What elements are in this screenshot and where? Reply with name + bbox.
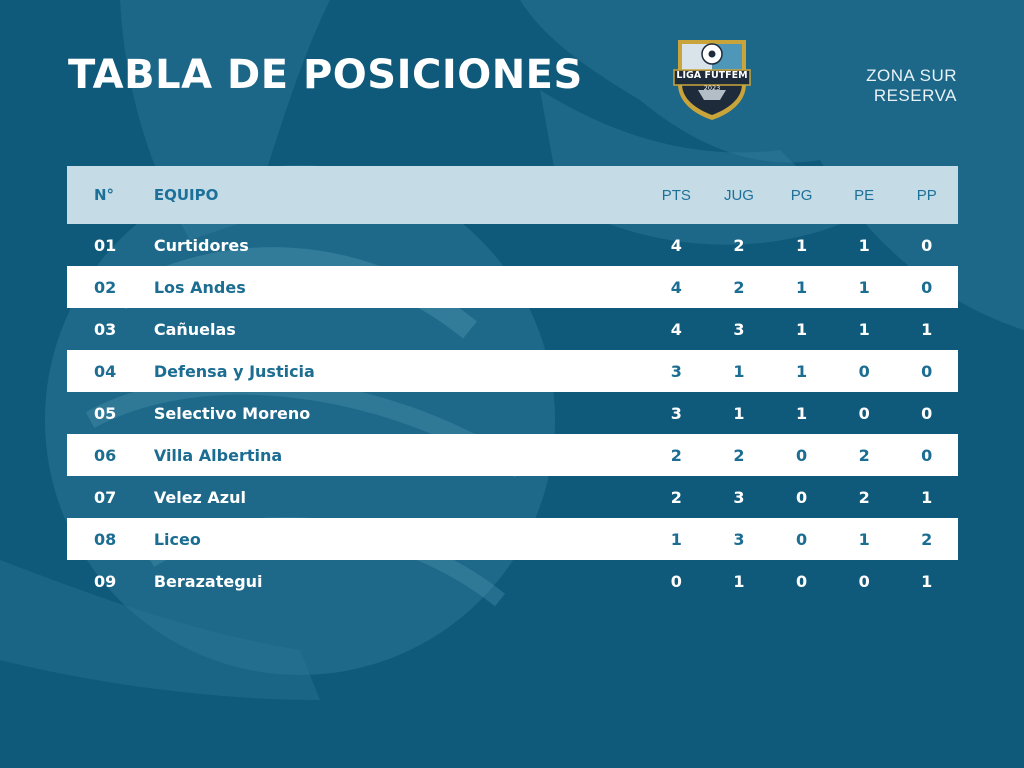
cell-team: Berazategui: [153, 571, 263, 591]
page-title: TABLA DE POSICIONES: [68, 52, 583, 98]
col-header-team: EQUIPO: [153, 186, 219, 204]
table-row: 05 Selectivo Moreno 3 1 1 0 0: [67, 392, 958, 434]
cell-pp: 0: [921, 403, 933, 423]
cell-jug: 1: [733, 571, 745, 591]
cell-pe: 2: [858, 445, 870, 465]
cell-pts: 2: [670, 445, 682, 465]
cell-team: Defensa y Justicia: [153, 361, 315, 381]
table-row: 01 Curtidores 4 2 1 1 0: [67, 224, 958, 266]
zone-label: ZONA SUR RESERVA: [757, 66, 957, 106]
cell-pp: 2: [921, 529, 933, 549]
cell-team: Velez Azul: [153, 487, 246, 507]
table-row: 07 Velez Azul 2 3 0 2 1: [67, 476, 958, 518]
standings-table: N° EQUIPO PTS JUG PG PE PP 01 Curtidores 4…: [67, 166, 958, 602]
cell-pos: 09: [94, 571, 117, 591]
cell-pg: 0: [795, 445, 808, 465]
cell-pos: 07: [94, 487, 117, 507]
col-header-pos: N°: [94, 186, 115, 204]
table-row: 04 Defensa y Justicia 3 1 1 0 0: [67, 350, 958, 392]
cell-pe: 1: [858, 277, 870, 297]
cell-pe: 0: [858, 571, 870, 591]
cell-pos: 06: [94, 445, 117, 465]
cell-pos: 05: [94, 403, 117, 423]
cell-pg: 0: [795, 571, 808, 591]
table-row: 09 Berazategui 0 1 0 0 1: [67, 560, 958, 602]
cell-pp: 1: [921, 487, 933, 507]
cell-pp: 1: [921, 319, 933, 339]
cell-pg: 1: [795, 361, 808, 381]
cell-pp: 0: [921, 445, 933, 465]
cell-pe: 1: [858, 235, 870, 255]
cell-team: Villa Albertina: [153, 445, 283, 465]
col-header-pp: PP: [916, 186, 937, 204]
cell-pg: 1: [795, 235, 808, 255]
cell-pts: 4: [670, 235, 682, 255]
table-header: N° EQUIPO PTS JUG PG PE PP: [67, 166, 958, 224]
table-row: 02 Los Andes 4 2 1 1 0: [67, 266, 958, 308]
logo-text: LIGA FUTFEM: [676, 70, 748, 81]
col-header-pe: PE: [854, 186, 875, 204]
cell-jug: 3: [733, 487, 745, 507]
col-header-jug: JUG: [723, 186, 754, 204]
cell-jug: 1: [733, 361, 745, 381]
table-row: 06 Villa Albertina 2 2 0 2 0: [67, 434, 958, 476]
league-logo: [673, 40, 751, 120]
logo-year: 2023: [703, 84, 721, 92]
cell-pts: 0: [670, 571, 682, 591]
cell-pg: 0: [795, 487, 808, 507]
cell-pts: 4: [670, 277, 682, 297]
table-body: 01 Curtidores 4 2 1 1 0 02 Los Andes 4 2 1 1 0 03 Cañue…: [67, 224, 958, 602]
table-row: 08 Liceo 1 3 0 1 2: [67, 518, 958, 560]
zone-line-2: RESERVA: [873, 86, 957, 105]
cell-team: Los Andes: [153, 277, 246, 297]
col-header-pts: PTS: [661, 186, 691, 204]
cell-pe: 1: [858, 319, 870, 339]
cell-pts: 2: [670, 487, 682, 507]
cell-pts: 3: [670, 403, 682, 423]
cell-team: Selectivo Moreno: [153, 403, 311, 423]
cell-pos: 01: [94, 235, 117, 255]
zone-line-1: ZONA SUR: [866, 66, 957, 85]
col-header-pg: PG: [790, 186, 813, 204]
cell-pos: 04: [94, 361, 117, 381]
cell-team: Curtidores: [153, 235, 249, 255]
cell-pe: 0: [858, 361, 870, 381]
cell-jug: 3: [733, 319, 745, 339]
cell-pp: 0: [921, 235, 933, 255]
cell-pg: 0: [795, 529, 808, 549]
cell-pg: 1: [795, 319, 808, 339]
cell-jug: 2: [733, 235, 745, 255]
cell-pts: 4: [670, 319, 682, 339]
cell-jug: 2: [733, 277, 745, 297]
cell-pos: 03: [94, 319, 117, 339]
cell-pts: 1: [670, 529, 682, 549]
table-row: 03 Cañuelas 4 3 1 1 1: [67, 308, 958, 350]
cell-jug: 1: [733, 403, 745, 423]
cell-pts: 3: [670, 361, 682, 381]
cell-pe: 0: [858, 403, 870, 423]
cell-jug: 2: [733, 445, 745, 465]
cell-pos: 08: [94, 529, 117, 549]
cell-team: Liceo: [153, 529, 201, 549]
cell-pe: 1: [858, 529, 870, 549]
cell-pg: 1: [795, 403, 808, 423]
cell-jug: 3: [733, 529, 745, 549]
cell-pos: 02: [94, 277, 117, 297]
cell-pp: 0: [921, 361, 933, 381]
cell-pp: 1: [921, 571, 933, 591]
cell-pp: 0: [921, 277, 933, 297]
cell-pe: 2: [858, 487, 870, 507]
cell-pg: 1: [795, 277, 808, 297]
cell-team: Cañuelas: [153, 319, 236, 339]
